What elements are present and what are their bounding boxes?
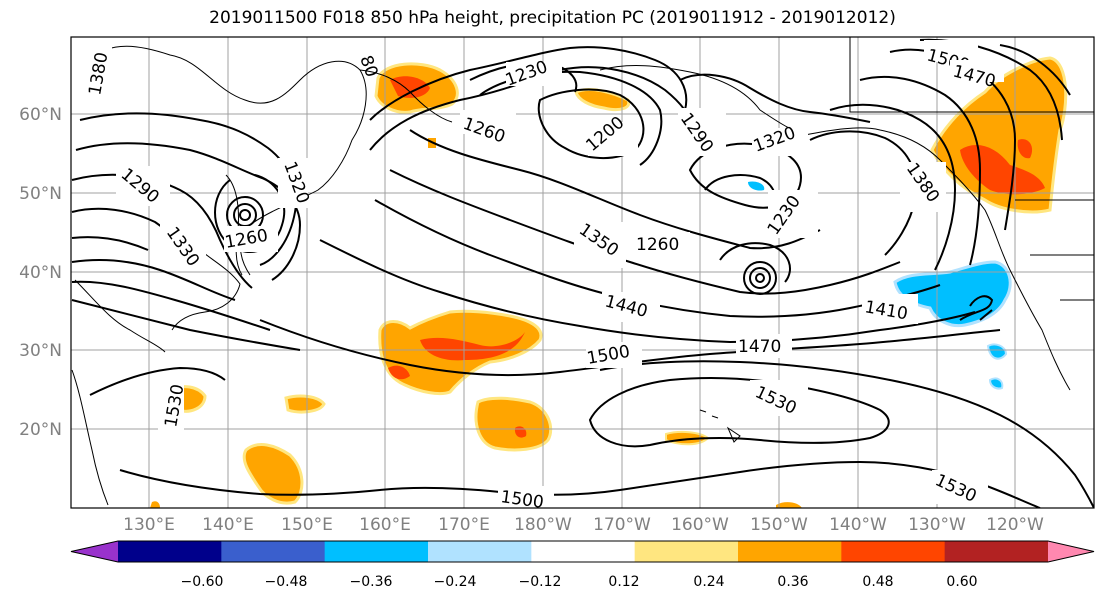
graticule	[71, 37, 1094, 508]
lon-label: 160°W	[671, 515, 729, 535]
colorbar-outline	[70, 540, 1095, 563]
map-frame	[70, 36, 1095, 509]
colorbar-segment	[324, 541, 429, 562]
colorbar-segment	[634, 541, 739, 562]
contour-label: 1260	[636, 235, 679, 255]
colorbar-tick-label: −0.24	[434, 574, 477, 590]
colorbar-ticks: −0.60 −0.48 −0.36 −0.24 −0.12 0.12 0.24 …	[181, 574, 978, 590]
colorbar-tick-label: −0.60	[181, 574, 224, 590]
lon-labels: 130°E 140°E 150°E 160°E 170°E 180°W 170°…	[123, 515, 1044, 535]
lat-labels: 60°N 50°N 40°N 30°N 20°N	[19, 105, 62, 440]
lon-label: 130°E	[123, 515, 175, 535]
colorbar-tick-label: 0.36	[777, 574, 808, 590]
contour-label: 1500	[499, 487, 545, 513]
lon-label: 150°W	[750, 515, 808, 535]
colorbar-segment	[221, 541, 326, 562]
chart-title: 2019011500 F018 850 hPa height, precipit…	[209, 8, 896, 28]
lat-label: 60°N	[19, 105, 62, 125]
lon-label: 150°E	[281, 515, 333, 535]
colorbar-tick-label: −0.12	[519, 574, 562, 590]
colorbar-segment	[738, 541, 842, 562]
lon-label: 120°W	[986, 515, 1044, 535]
colorbar-tick-label: 0.60	[946, 574, 977, 590]
lat-label: 20°N	[19, 420, 62, 440]
lat-label: 50°N	[19, 184, 62, 204]
lon-label: 140°W	[829, 515, 887, 535]
precip-shading	[150, 56, 1068, 508]
colorbar-extend-high	[1048, 541, 1094, 562]
colorbar-tick-label: −0.36	[350, 574, 393, 590]
colorbar-segment	[428, 541, 532, 562]
lon-label: 140°E	[202, 515, 254, 535]
colorbar-tick-label: 0.12	[608, 574, 639, 590]
colorbar-segment	[841, 541, 946, 562]
lon-label: 180°W	[514, 515, 572, 535]
lon-label: 130°W	[908, 515, 966, 535]
colorbar-segment	[531, 541, 636, 562]
colorbar-tick-label: 0.48	[862, 574, 893, 590]
colorbar-segment	[118, 541, 222, 562]
colorbar-segment	[944, 541, 1049, 562]
lat-label: 40°N	[19, 263, 62, 283]
colorbar-tick-label: 0.24	[693, 574, 724, 590]
lat-label: 30°N	[19, 341, 62, 361]
contour-label: 1470	[738, 337, 781, 357]
colorbar	[70, 540, 1095, 563]
colorbar-tick-label: −0.48	[265, 574, 308, 590]
contour-labels: 1380 80 1230 1500 1470 1260 1200 1290 13…	[85, 37, 1004, 513]
lon-label: 160°E	[359, 515, 411, 535]
colorbar-extend-low	[71, 541, 118, 562]
lon-label: 170°W	[593, 515, 651, 535]
lon-label: 170°E	[438, 515, 490, 535]
coastlines	[71, 37, 1094, 506]
map-panel: 1380 80 1230 1500 1470 1260 1200 1290 13…	[71, 37, 1094, 513]
